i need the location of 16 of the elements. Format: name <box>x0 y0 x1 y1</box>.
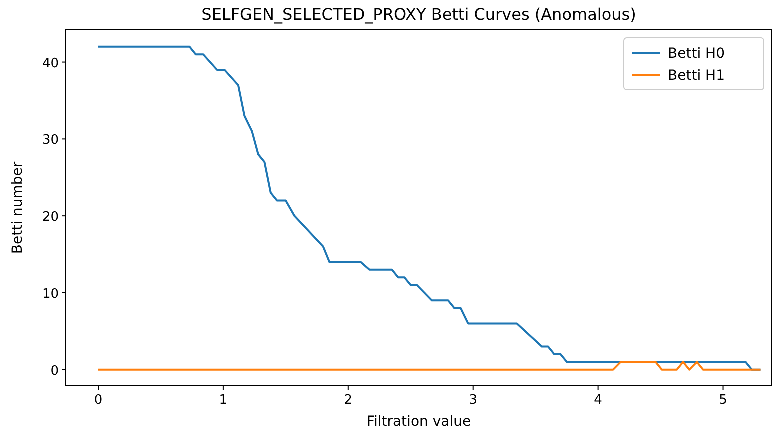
y-tick-label: 20 <box>42 210 59 226</box>
x-tick-label: 0 <box>94 393 103 408</box>
legend-label: Betti H0 <box>668 46 725 62</box>
y-tick-label: 10 <box>42 286 59 302</box>
x-tick-label: 1 <box>219 393 228 408</box>
y-axis-title: Betti number <box>10 162 26 254</box>
x-tick-label: 5 <box>719 393 728 408</box>
y-tick-label: 30 <box>42 133 59 148</box>
chart-title: SELFGEN_SELECTED_PROXY Betti Curves (Anomalous) <box>202 5 636 24</box>
x-tick-label: 3 <box>469 393 478 408</box>
x-tick-label: 4 <box>594 393 602 408</box>
x-tick-label: 2 <box>344 393 353 408</box>
y-tick-label: 0 <box>50 364 59 379</box>
x-axis-title: Filtration value <box>366 414 472 430</box>
legend-label: Betti H1 <box>668 68 725 84</box>
y-tick-label: 40 <box>42 56 59 72</box>
